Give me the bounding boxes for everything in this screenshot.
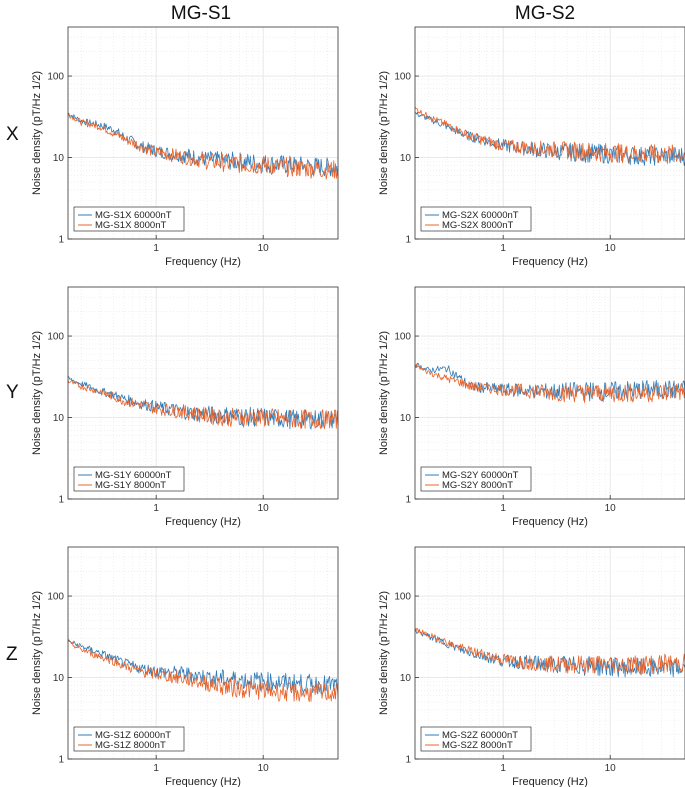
legend-entry: MG-S1X 8000nT — [95, 220, 166, 231]
x-tick-label: 10 — [258, 243, 270, 254]
legend-entry: MG-S2Y 8000nT — [442, 480, 513, 491]
x-tick-label: 1 — [500, 503, 506, 514]
legend-box — [73, 726, 185, 752]
panel-x-mg-s1: 1 10 1 10 100 Frequency (Hz) Noise density (pT… — [31, 26, 339, 268]
y-tick-label: 1 — [405, 495, 411, 506]
panel-y-mg-s1: 1 10 1 10 100 Frequency (Hz) Noise density (pT… — [31, 286, 339, 528]
legend-entry: MG-S1Z 8000nT — [95, 740, 166, 751]
legend-entry: MG-S1Y 60000nT — [95, 470, 172, 481]
legend-box — [420, 466, 532, 492]
y-tick-label: 100 — [47, 332, 64, 343]
y-tick-label: 10 — [53, 153, 65, 164]
legend-box — [73, 206, 185, 232]
x-axis-label: Frequency (Hz) — [165, 256, 241, 268]
y-tick-label: 100 — [47, 72, 64, 83]
legend-entry: MG-S2X 8000nT — [442, 220, 513, 231]
y-tick-label: 1 — [405, 755, 411, 766]
series-line-8000nt — [67, 380, 339, 430]
x-axis-label: Frequency (Hz) — [512, 516, 588, 528]
x-tick-label: 1 — [500, 243, 506, 254]
panel-z-mg-s1: 1 10 1 10 100 Frequency (Hz) Noise density (pT… — [31, 546, 339, 787]
x-axis-label: Frequency (Hz) — [512, 256, 588, 268]
axes-box — [67, 26, 339, 240]
y-tick-label: 1 — [405, 235, 411, 246]
y-tick-label: 10 — [400, 413, 412, 424]
axes-box — [67, 286, 339, 500]
x-axis-label: Frequency (Hz) — [512, 776, 588, 787]
series-line-8000nt — [414, 627, 685, 675]
y-axis-label: Noise density (pT/Hz 1/2) — [378, 331, 390, 455]
x-axis-label: Frequency (Hz) — [165, 776, 241, 787]
legend-box — [73, 466, 185, 492]
y-tick-label: 10 — [53, 413, 65, 424]
legend-entry: MG-S2Z 8000nT — [442, 740, 513, 751]
x-tick-label: 10 — [258, 503, 270, 514]
y-axis-label: Noise density (pT/Hz 1/2) — [378, 591, 390, 715]
x-tick-label: 1 — [153, 763, 159, 774]
legend-entry: MG-S2Z 60000nT — [442, 730, 518, 741]
y-tick-label: 1 — [58, 755, 64, 766]
series-line-8000nt — [414, 106, 685, 164]
row-label-z: Z — [6, 644, 18, 665]
y-tick-label: 10 — [53, 673, 65, 684]
x-tick-label: 1 — [153, 243, 159, 254]
panel-z-mg-s2: 1 10 1 10 100 Frequency (Hz) Noise density (pT… — [378, 546, 685, 787]
y-tick-label: 100 — [394, 72, 411, 83]
legend-entry: MG-S2X 60000nT — [442, 210, 519, 221]
x-axis-label: Frequency (Hz) — [165, 516, 241, 528]
series-line-8000nt — [67, 113, 339, 180]
x-tick-label: 10 — [605, 243, 617, 254]
legend-entry: MG-S1Y 8000nT — [95, 480, 166, 491]
axes-box — [67, 546, 339, 760]
x-tick-label: 10 — [605, 763, 617, 774]
axes-box — [414, 26, 685, 240]
legend-entry: MG-S1Z 60000nT — [95, 730, 171, 741]
y-tick-label: 100 — [47, 592, 64, 603]
series-line-8000nt — [414, 363, 685, 403]
x-tick-label: 1 — [500, 763, 506, 774]
y-tick-label: 1 — [58, 495, 64, 506]
y-tick-label: 10 — [400, 673, 412, 684]
y-axis-label: Noise density (pT/Hz 1/2) — [31, 71, 43, 195]
legend-box — [420, 726, 532, 752]
x-tick-label: 10 — [258, 763, 270, 774]
x-tick-label: 10 — [605, 503, 617, 514]
row-label-y: Y — [6, 382, 19, 403]
y-axis-label: Noise density (pT/Hz 1/2) — [378, 71, 390, 195]
y-tick-label: 100 — [394, 592, 411, 603]
column-title-1: MG-S1 — [171, 3, 231, 24]
axes-box — [414, 546, 685, 760]
y-tick-label: 10 — [400, 153, 412, 164]
axes-box — [414, 286, 685, 500]
y-tick-label: 1 — [58, 235, 64, 246]
row-label-x: X — [6, 124, 19, 145]
y-axis-label: Noise density (pT/Hz 1/2) — [31, 331, 43, 455]
series-line-8000nt — [67, 639, 339, 702]
y-tick-label: 100 — [394, 332, 411, 343]
panel-y-mg-s2: 1 10 1 10 100 Frequency (Hz) Noise density (pT… — [378, 286, 685, 528]
panel-x-mg-s2: 1 10 1 10 100 Frequency (Hz) Noise density (pT… — [378, 26, 685, 268]
legend-entry: MG-S2Y 60000nT — [442, 470, 519, 481]
legend-box — [420, 206, 532, 232]
y-axis-label: Noise density (pT/Hz 1/2) — [31, 591, 43, 715]
legend-entry: MG-S1X 60000nT — [95, 210, 172, 221]
x-tick-label: 1 — [153, 503, 159, 514]
column-title-2: MG-S2 — [515, 3, 575, 24]
